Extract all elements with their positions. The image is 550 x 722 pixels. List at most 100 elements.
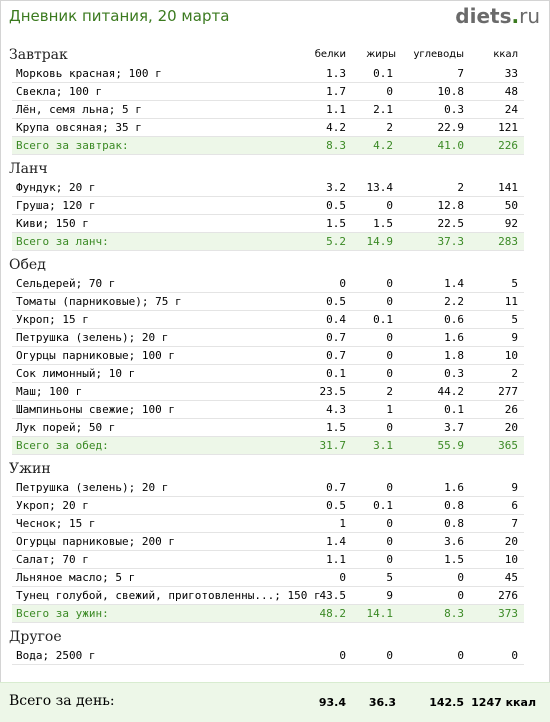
cell-fat: 2.1 [373, 103, 393, 116]
cell-fat: 13.4 [366, 181, 394, 194]
section-title: Ланч [9, 161, 48, 177]
cell-kcal: 121 [498, 121, 518, 134]
row-divider [12, 232, 524, 233]
food-row[interactable]: Лён, семя льна; 5 г 1.1 2.1 0.3 24 [12, 101, 524, 118]
cell-carbs: 3.6 [444, 535, 464, 548]
cell-protein: 5.2 [326, 235, 346, 248]
food-row[interactable]: Салат; 70 г 1.1 0 1.5 10 [12, 551, 524, 568]
row-divider [12, 454, 524, 455]
day-total-carbs: 142.5 [429, 696, 464, 709]
total-label: Всего за ужин: [16, 607, 109, 620]
row-divider [12, 586, 524, 587]
row-divider [12, 136, 524, 137]
food-row[interactable]: Лук порей; 50 г 1.5 0 3.7 20 [12, 419, 524, 436]
cell-carbs: 44.2 [437, 385, 465, 398]
cell-carbs: 1.4 [444, 277, 464, 290]
cell-protein: 0.5 [326, 295, 346, 308]
food-row[interactable]: Огурцы парниковые; 100 г 0.7 0 1.8 10 [12, 347, 524, 364]
cell-protein: 0 [339, 649, 346, 662]
cell-fat: 0 [386, 421, 393, 434]
cell-carbs: 8.3 [444, 607, 464, 620]
cell-carbs: 0.8 [444, 517, 464, 530]
food-row[interactable]: Свекла; 100 г 1.7 0 10.8 48 [12, 83, 524, 100]
food-row[interactable]: Фундук; 20 г 3.2 13.4 2 141 [12, 179, 524, 196]
food-row[interactable]: Маш; 100 г 23.5 2 44.2 277 [12, 383, 524, 400]
total-label: Всего за обед: [16, 439, 109, 452]
cell-protein: 48.2 [319, 607, 347, 620]
cell-fat: 0 [386, 331, 393, 344]
cell-carbs: 22.9 [437, 121, 465, 134]
food-row[interactable]: Тунец голубой, свежий, приготовленны...;… [12, 587, 524, 604]
cell-fat: 0 [386, 367, 393, 380]
food-name: Чеснок; 15 г [16, 517, 96, 530]
cell-carbs: 0.6 [444, 313, 464, 326]
cell-kcal: 92 [504, 217, 518, 230]
cell-fat: 0.1 [373, 313, 393, 326]
cell-protein: 0 [339, 277, 346, 290]
cell-protein: 1.5 [326, 217, 346, 230]
food-row[interactable]: Вода; 2500 г 0 0 0 0 [12, 647, 524, 664]
cell-kcal: 283 [498, 235, 518, 248]
cell-protein: 0 [339, 571, 346, 584]
cell-carbs: 2.2 [444, 295, 464, 308]
cell-kcal: 0 [511, 649, 518, 662]
food-name: Фундук; 20 г [16, 181, 96, 194]
cell-fat: 0 [386, 85, 393, 98]
cell-fat: 0.1 [373, 499, 393, 512]
food-row[interactable]: Огурцы парниковые; 200 г 1.4 0 3.6 20 [12, 533, 524, 550]
food-row[interactable]: Крупа овсяная; 35 г 4.2 2 22.9 121 [12, 119, 524, 136]
food-row[interactable]: Шампиньоны свежие; 100 г 4.3 1 0.1 26 [12, 401, 524, 418]
row-divider [12, 250, 524, 251]
food-row[interactable]: Киви; 150 г 1.5 1.5 22.5 92 [12, 215, 524, 232]
row-divider [12, 532, 524, 533]
cell-fat: 0 [386, 535, 393, 548]
section-title: Завтрак [9, 47, 68, 63]
cell-protein: 1.1 [326, 103, 346, 116]
food-row[interactable]: Чеснок; 15 г 1 0 0.8 7 [12, 515, 524, 532]
food-name: Сок лимонный; 10 г [16, 367, 136, 380]
food-name: Укроп; 20 г [16, 499, 89, 512]
site-logo[interactable]: diets.ru [455, 4, 540, 28]
column-header-kcal: ккал [493, 49, 518, 60]
cell-kcal: 33 [504, 67, 518, 80]
food-row[interactable]: Сок лимонный; 10 г 0.1 0 0.3 2 [12, 365, 524, 382]
cell-kcal: 9 [511, 331, 518, 344]
cell-fat: 14.9 [366, 235, 394, 248]
total-label: Всего за ланч: [16, 235, 109, 248]
food-row[interactable]: Петрушка (зелень); 20 г 0.7 0 1.6 9 [12, 479, 524, 496]
food-row[interactable]: Сельдерей; 70 г 0 0 1.4 5 [12, 275, 524, 292]
section-total-row: Всего за ужин: 48.2 14.1 8.3 373 [12, 605, 524, 622]
food-row[interactable]: Груша; 120 г 0.5 0 12.8 50 [12, 197, 524, 214]
food-row[interactable]: Льняное масло; 5 г 0 5 0 45 [12, 569, 524, 586]
cell-carbs: 22.5 [437, 217, 465, 230]
food-row[interactable]: Морковь красная; 100 г 1.3 0.1 7 33 [12, 65, 524, 82]
food-name: Лён, семя льна; 5 г [16, 103, 142, 116]
cell-carbs: 0 [457, 649, 464, 662]
food-row[interactable]: Укроп; 20 г 0.5 0.1 0.8 6 [12, 497, 524, 514]
column-header-protein: белки [314, 49, 346, 60]
row-divider [12, 214, 524, 215]
row-divider [12, 496, 524, 497]
cell-protein: 1.4 [326, 535, 346, 548]
row-divider [12, 196, 524, 197]
cell-protein: 31.7 [319, 439, 347, 452]
cell-fat: 0 [386, 481, 393, 494]
cell-kcal: 2 [511, 367, 518, 380]
day-total-kcal: 1247 ккал [471, 696, 536, 709]
page-title: Дневник питания, 20 марта [9, 7, 230, 25]
cell-kcal: 141 [498, 181, 518, 194]
cell-carbs: 0.8 [444, 499, 464, 512]
cell-fat: 0.1 [373, 67, 393, 80]
food-row[interactable]: Петрушка (зелень); 20 г 0.7 0 1.6 9 [12, 329, 524, 346]
day-total-bar: Всего за день: 93.4 36.3 142.5 1247 ккал [0, 682, 550, 722]
food-name: Морковь красная; 100 г [16, 67, 162, 80]
cell-carbs: 0.1 [444, 403, 464, 416]
food-row[interactable]: Томаты (парниковые); 75 г 0.5 0 2.2 11 [12, 293, 524, 310]
logo-tld: ru [519, 4, 540, 28]
food-row[interactable]: Укроп; 15 г 0.4 0.1 0.6 5 [12, 311, 524, 328]
cell-kcal: 276 [498, 589, 518, 602]
cell-protein: 0.1 [326, 367, 346, 380]
cell-carbs: 0.3 [444, 103, 464, 116]
food-name: Киви; 150 г [16, 217, 89, 230]
row-divider [12, 568, 524, 569]
